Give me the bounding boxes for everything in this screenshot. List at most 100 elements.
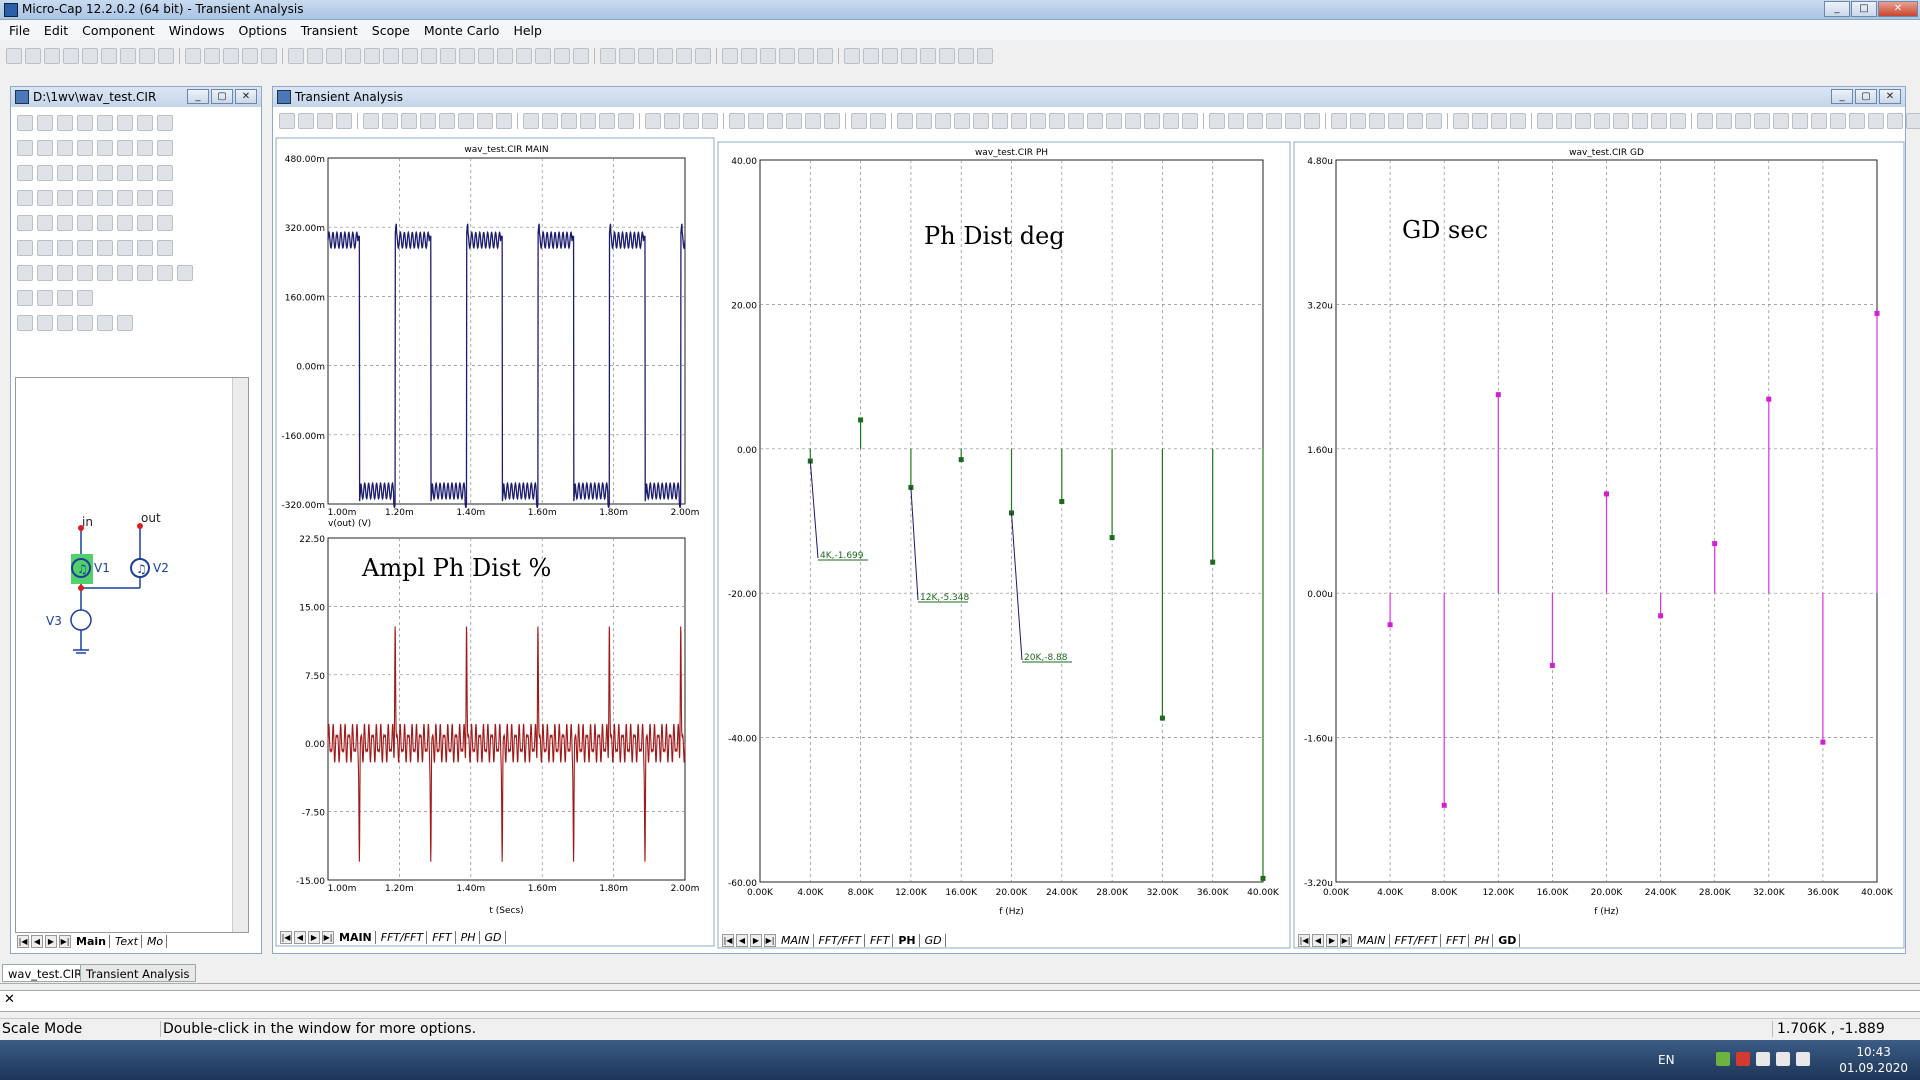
toolbar-button-icon[interactable] bbox=[420, 113, 436, 129]
palette-tool-icon[interactable] bbox=[97, 165, 113, 181]
toolbar-button-icon[interactable] bbox=[82, 48, 98, 64]
toolbar-button-icon[interactable] bbox=[1472, 113, 1488, 129]
toolbar-button-icon[interactable] bbox=[1388, 113, 1404, 129]
toolbar-button-icon[interactable] bbox=[683, 113, 699, 129]
palette-tool-icon[interactable] bbox=[57, 190, 73, 206]
tab-models[interactable]: Mo bbox=[144, 935, 168, 948]
toolbar-button-icon[interactable] bbox=[497, 48, 513, 64]
toolbar-button-icon[interactable] bbox=[336, 113, 352, 129]
toolbar-button-icon[interactable] bbox=[6, 48, 22, 64]
palette-tool-icon[interactable] bbox=[37, 215, 53, 231]
toolbar-button-icon[interactable] bbox=[1716, 113, 1732, 129]
toolbar-button-icon[interactable] bbox=[317, 113, 333, 129]
toolbar-button-icon[interactable] bbox=[786, 113, 802, 129]
palette-tool-icon[interactable] bbox=[97, 215, 113, 231]
palette-tool-icon[interactable] bbox=[17, 165, 33, 181]
toolbar-button-icon[interactable] bbox=[702, 113, 718, 129]
nav-last[interactable]: ▶| bbox=[322, 931, 334, 944]
plot-tab-main[interactable]: MAIN bbox=[336, 931, 376, 944]
toolbar-button-icon[interactable] bbox=[542, 113, 558, 129]
palette-tool-icon[interactable] bbox=[17, 115, 33, 131]
palette-tool-icon[interactable] bbox=[57, 140, 73, 156]
palette-tool-icon[interactable] bbox=[137, 265, 153, 281]
toolbar-button-icon[interactable] bbox=[139, 48, 155, 64]
toolbar-button-icon[interactable] bbox=[805, 113, 821, 129]
palette-tool-icon[interactable] bbox=[57, 290, 73, 306]
toolbar-button-icon[interactable] bbox=[382, 113, 398, 129]
palette-tool-icon[interactable] bbox=[137, 215, 153, 231]
toolbar-button-icon[interactable] bbox=[1453, 113, 1469, 129]
toolbar-button-icon[interactable] bbox=[1811, 113, 1827, 129]
palette-tool-icon[interactable] bbox=[77, 265, 93, 281]
palette-tool-icon[interactable] bbox=[157, 240, 173, 256]
toolbar-button-icon[interactable] bbox=[844, 48, 860, 64]
toolbar-button-icon[interactable] bbox=[1754, 113, 1770, 129]
palette-tool-icon[interactable] bbox=[77, 140, 93, 156]
toolbar-button-icon[interactable] bbox=[1537, 113, 1553, 129]
toolbar-button-icon[interactable] bbox=[1697, 113, 1713, 129]
toolbar-button-icon[interactable] bbox=[1304, 113, 1320, 129]
close-icon[interactable]: ✕ bbox=[4, 992, 15, 1007]
palette-tool-icon[interactable] bbox=[157, 165, 173, 181]
palette-tool-icon[interactable] bbox=[137, 240, 153, 256]
menu-component[interactable]: Component bbox=[82, 22, 155, 38]
palette-tool-icon[interactable] bbox=[137, 165, 153, 181]
toolbar-button-icon[interactable] bbox=[1247, 113, 1263, 129]
toolbar-button-icon[interactable] bbox=[1510, 113, 1526, 129]
toolbar-button-icon[interactable] bbox=[1613, 113, 1629, 129]
menu-file[interactable]: File bbox=[9, 22, 30, 38]
toolbar-button-icon[interactable] bbox=[676, 48, 692, 64]
toolbar-button-icon[interactable] bbox=[242, 48, 258, 64]
tab-nav-last[interactable]: ▶| bbox=[59, 935, 71, 948]
nav-next[interactable]: ▶ bbox=[1326, 934, 1338, 947]
toolbar-button-icon[interactable] bbox=[477, 113, 493, 129]
palette-tool-icon[interactable] bbox=[97, 240, 113, 256]
schematic-vertical-scrollbar[interactable] bbox=[232, 378, 248, 932]
toolbar-button-icon[interactable] bbox=[939, 48, 955, 64]
toolbar-button-icon[interactable] bbox=[1594, 113, 1610, 129]
toolbar-button-icon[interactable] bbox=[935, 113, 951, 129]
toolbar-button-icon[interactable] bbox=[326, 48, 342, 64]
language-indicator[interactable]: EN bbox=[1658, 1053, 1675, 1067]
toolbar-button-icon[interactable] bbox=[1632, 113, 1648, 129]
toolbar-button-icon[interactable] bbox=[345, 48, 361, 64]
plot-tab-fft[interactable]: FFT bbox=[867, 934, 894, 947]
toolbar-button-icon[interactable] bbox=[954, 113, 970, 129]
toolbar-button-icon[interactable] bbox=[1285, 113, 1301, 129]
toolbar-button-icon[interactable] bbox=[870, 113, 886, 129]
palette-tool-icon[interactable] bbox=[97, 115, 113, 131]
toolbar-button-icon[interactable] bbox=[1030, 113, 1046, 129]
nav-next[interactable]: ▶ bbox=[750, 934, 762, 947]
toolbar-button-icon[interactable] bbox=[288, 48, 304, 64]
palette-tool-icon[interactable] bbox=[37, 240, 53, 256]
clock[interactable]: 10:43 01.09.2020 bbox=[1839, 1044, 1908, 1076]
plot-tab-gd[interactable]: GD bbox=[482, 931, 506, 944]
toolbar-button-icon[interactable] bbox=[402, 48, 418, 64]
toolbar-button-icon[interactable] bbox=[516, 48, 532, 64]
palette-tool-icon[interactable] bbox=[77, 240, 93, 256]
palette-tool-icon[interactable] bbox=[157, 115, 173, 131]
maximize-button[interactable]: □ bbox=[1851, 1, 1877, 17]
toolbar-button-icon[interactable] bbox=[722, 48, 738, 64]
toolbar-button-icon[interactable] bbox=[882, 48, 898, 64]
plot-tab-gd[interactable]: GD bbox=[1495, 934, 1521, 947]
toolbar-button-icon[interactable] bbox=[1369, 113, 1385, 129]
palette-tool-icon[interactable] bbox=[177, 265, 193, 281]
toolbar-button-icon[interactable] bbox=[101, 48, 117, 64]
toolbar-button-icon[interactable] bbox=[580, 113, 596, 129]
nav-prev[interactable]: ◀ bbox=[1312, 934, 1324, 947]
toolbar-button-icon[interactable] bbox=[748, 113, 764, 129]
palette-tool-icon[interactable] bbox=[157, 140, 173, 156]
toolbar-button-icon[interactable] bbox=[920, 48, 936, 64]
toolbar-button-icon[interactable] bbox=[760, 48, 776, 64]
toolbar-button-icon[interactable] bbox=[1011, 113, 1027, 129]
analysis-close-button[interactable]: ✕ bbox=[1879, 89, 1901, 104]
plot-tab-gd[interactable]: GD bbox=[922, 934, 946, 947]
palette-tool-icon[interactable] bbox=[37, 265, 53, 281]
toolbar-button-icon[interactable] bbox=[916, 113, 932, 129]
toolbar-button-icon[interactable] bbox=[204, 48, 220, 64]
toolbar-button-icon[interactable] bbox=[1575, 113, 1591, 129]
palette-tool-icon[interactable] bbox=[117, 265, 133, 281]
toolbar-button-icon[interactable] bbox=[741, 48, 757, 64]
palette-tool-icon[interactable] bbox=[97, 315, 113, 331]
